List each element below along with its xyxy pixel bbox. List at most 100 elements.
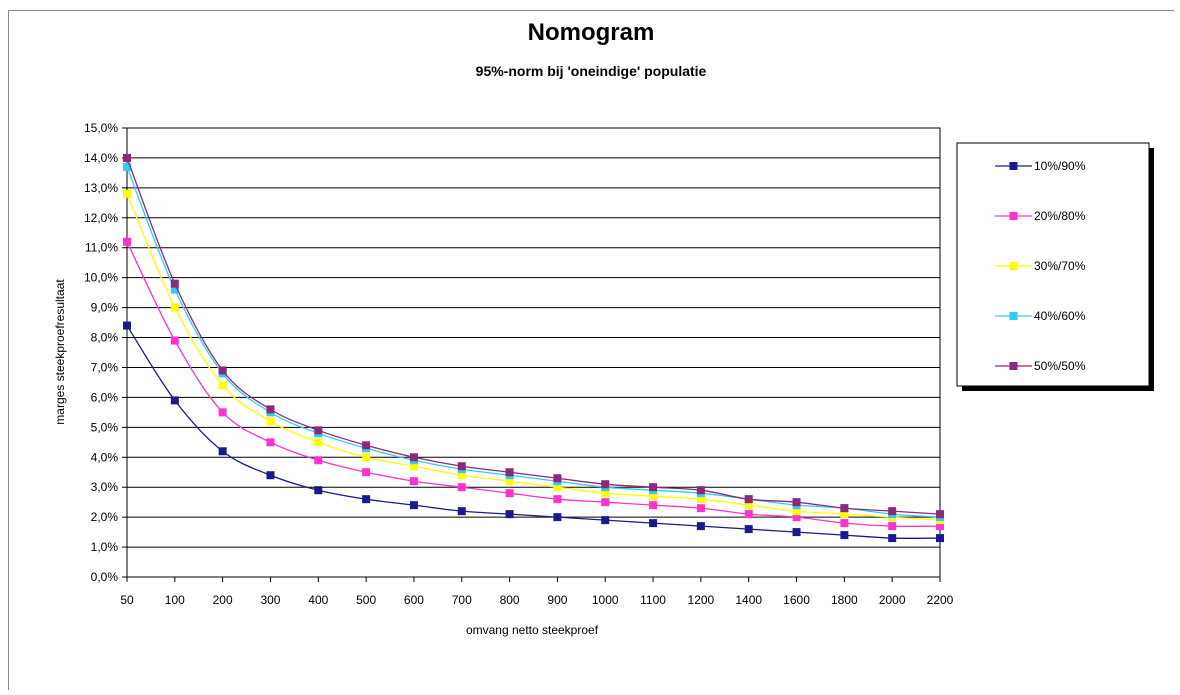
data-point — [266, 417, 275, 426]
series-group — [123, 153, 944, 543]
data-point — [696, 504, 705, 513]
legend-marker — [1009, 362, 1018, 370]
legend-item: 10%/90% — [995, 159, 1086, 173]
data-point — [553, 513, 562, 522]
data-point — [123, 153, 131, 162]
data-point — [123, 237, 131, 246]
x-tick-label: 900 — [547, 593, 567, 607]
data-point — [123, 162, 131, 171]
y-tick-label: 14,0% — [84, 151, 118, 165]
x-tick-label: 800 — [500, 593, 520, 607]
data-point — [409, 477, 418, 486]
data-point — [218, 408, 227, 417]
legend-marker — [1009, 312, 1018, 320]
x-tick-labels: 50 100 200 300 400 500 600 700 800 900 1000 1100 120… — [120, 577, 954, 607]
data-point — [314, 438, 323, 447]
data-point — [696, 495, 705, 504]
y-tick-label: 3,0% — [91, 480, 119, 494]
data-point — [409, 453, 418, 462]
data-point — [840, 504, 849, 513]
x-tick-label: 1400 — [735, 593, 762, 607]
y-tick-label: 0,0% — [91, 570, 119, 584]
legend-label: 50%/50% — [1034, 359, 1086, 373]
y-tick-label: 11,0% — [85, 241, 118, 255]
legend-label: 10%/90% — [1034, 159, 1086, 173]
y-tick-labels: 0,0% 1,0% 2,0% 3,0% 4,0% 5,0% 6,0% 7,0% 8,0% 9,0%… — [84, 121, 118, 584]
legend-marker — [1009, 212, 1018, 220]
x-tick-label: 1100 — [640, 593, 666, 607]
data-point — [218, 381, 227, 390]
data-point — [170, 396, 179, 405]
y-tick-label: 9,0% — [91, 301, 119, 315]
data-point — [601, 516, 610, 525]
chart-title: Nomogram — [528, 19, 655, 46]
data-point — [792, 498, 801, 507]
data-point — [409, 501, 418, 510]
chart-frame — [8, 10, 1174, 690]
data-point — [840, 519, 849, 528]
series-3 — [123, 189, 944, 525]
data-point — [649, 501, 658, 510]
data-point — [457, 471, 466, 480]
x-tick-label: 2200 — [927, 593, 954, 607]
x-tick-label: 400 — [308, 593, 328, 607]
x-tick-label: 1800 — [831, 593, 858, 607]
data-point — [553, 483, 562, 492]
x-tick-label: 1000 — [592, 593, 619, 607]
series-5 — [123, 153, 944, 519]
x-tick-label: 700 — [452, 593, 472, 607]
data-point — [314, 486, 323, 495]
data-point — [936, 510, 944, 519]
data-point — [362, 468, 371, 477]
data-point — [792, 513, 801, 522]
x-tick-label: 500 — [356, 593, 376, 607]
data-point — [266, 471, 275, 480]
y-tick-label: 7,0% — [91, 360, 119, 374]
data-point — [649, 492, 658, 501]
data-point — [505, 468, 514, 477]
data-point — [601, 489, 610, 498]
data-point — [744, 525, 753, 534]
legend-box — [956, 142, 1150, 387]
y-tick-label: 5,0% — [91, 420, 119, 434]
chart-subtitle: 95%-norm bij 'oneindige' populatie — [476, 63, 707, 79]
data-point — [840, 510, 849, 519]
data-point — [266, 438, 275, 447]
data-point — [649, 483, 658, 492]
legend-item: 30%/70% — [995, 259, 1086, 273]
data-point — [170, 279, 179, 288]
y-axis-label: marges steekproefresultaat — [53, 279, 67, 425]
data-point — [888, 507, 897, 516]
data-point — [170, 336, 179, 345]
y-tick-label: 2,0% — [91, 510, 119, 524]
data-point — [936, 522, 944, 531]
legend: 10%/90% 20%/80% 30%/70% 40%/60% 50%/50% — [995, 159, 1086, 373]
data-point — [505, 489, 514, 498]
x-tick-label: 1600 — [783, 593, 810, 607]
y-tick-label: 6,0% — [91, 390, 119, 404]
x-tick-label: 300 — [260, 593, 280, 607]
data-point — [457, 483, 466, 492]
data-point — [123, 189, 131, 198]
data-point — [696, 522, 705, 531]
legend-item: 20%/80% — [995, 209, 1086, 223]
data-point — [936, 534, 944, 543]
legend-label: 20%/80% — [1034, 209, 1086, 223]
y-tick-label: 4,0% — [91, 450, 119, 464]
data-point — [457, 507, 466, 516]
data-point — [505, 477, 514, 486]
data-point — [744, 510, 753, 519]
data-point — [362, 441, 371, 450]
x-tick-label: 50 — [120, 593, 134, 607]
data-point — [601, 498, 610, 507]
data-point — [553, 495, 562, 504]
data-point — [266, 405, 275, 414]
series-1 — [123, 321, 944, 543]
data-point — [696, 486, 705, 495]
data-point — [744, 495, 753, 504]
data-point — [744, 501, 753, 510]
data-point — [123, 321, 131, 330]
data-point — [840, 531, 849, 540]
y-tick-label: 1,0% — [91, 540, 119, 554]
